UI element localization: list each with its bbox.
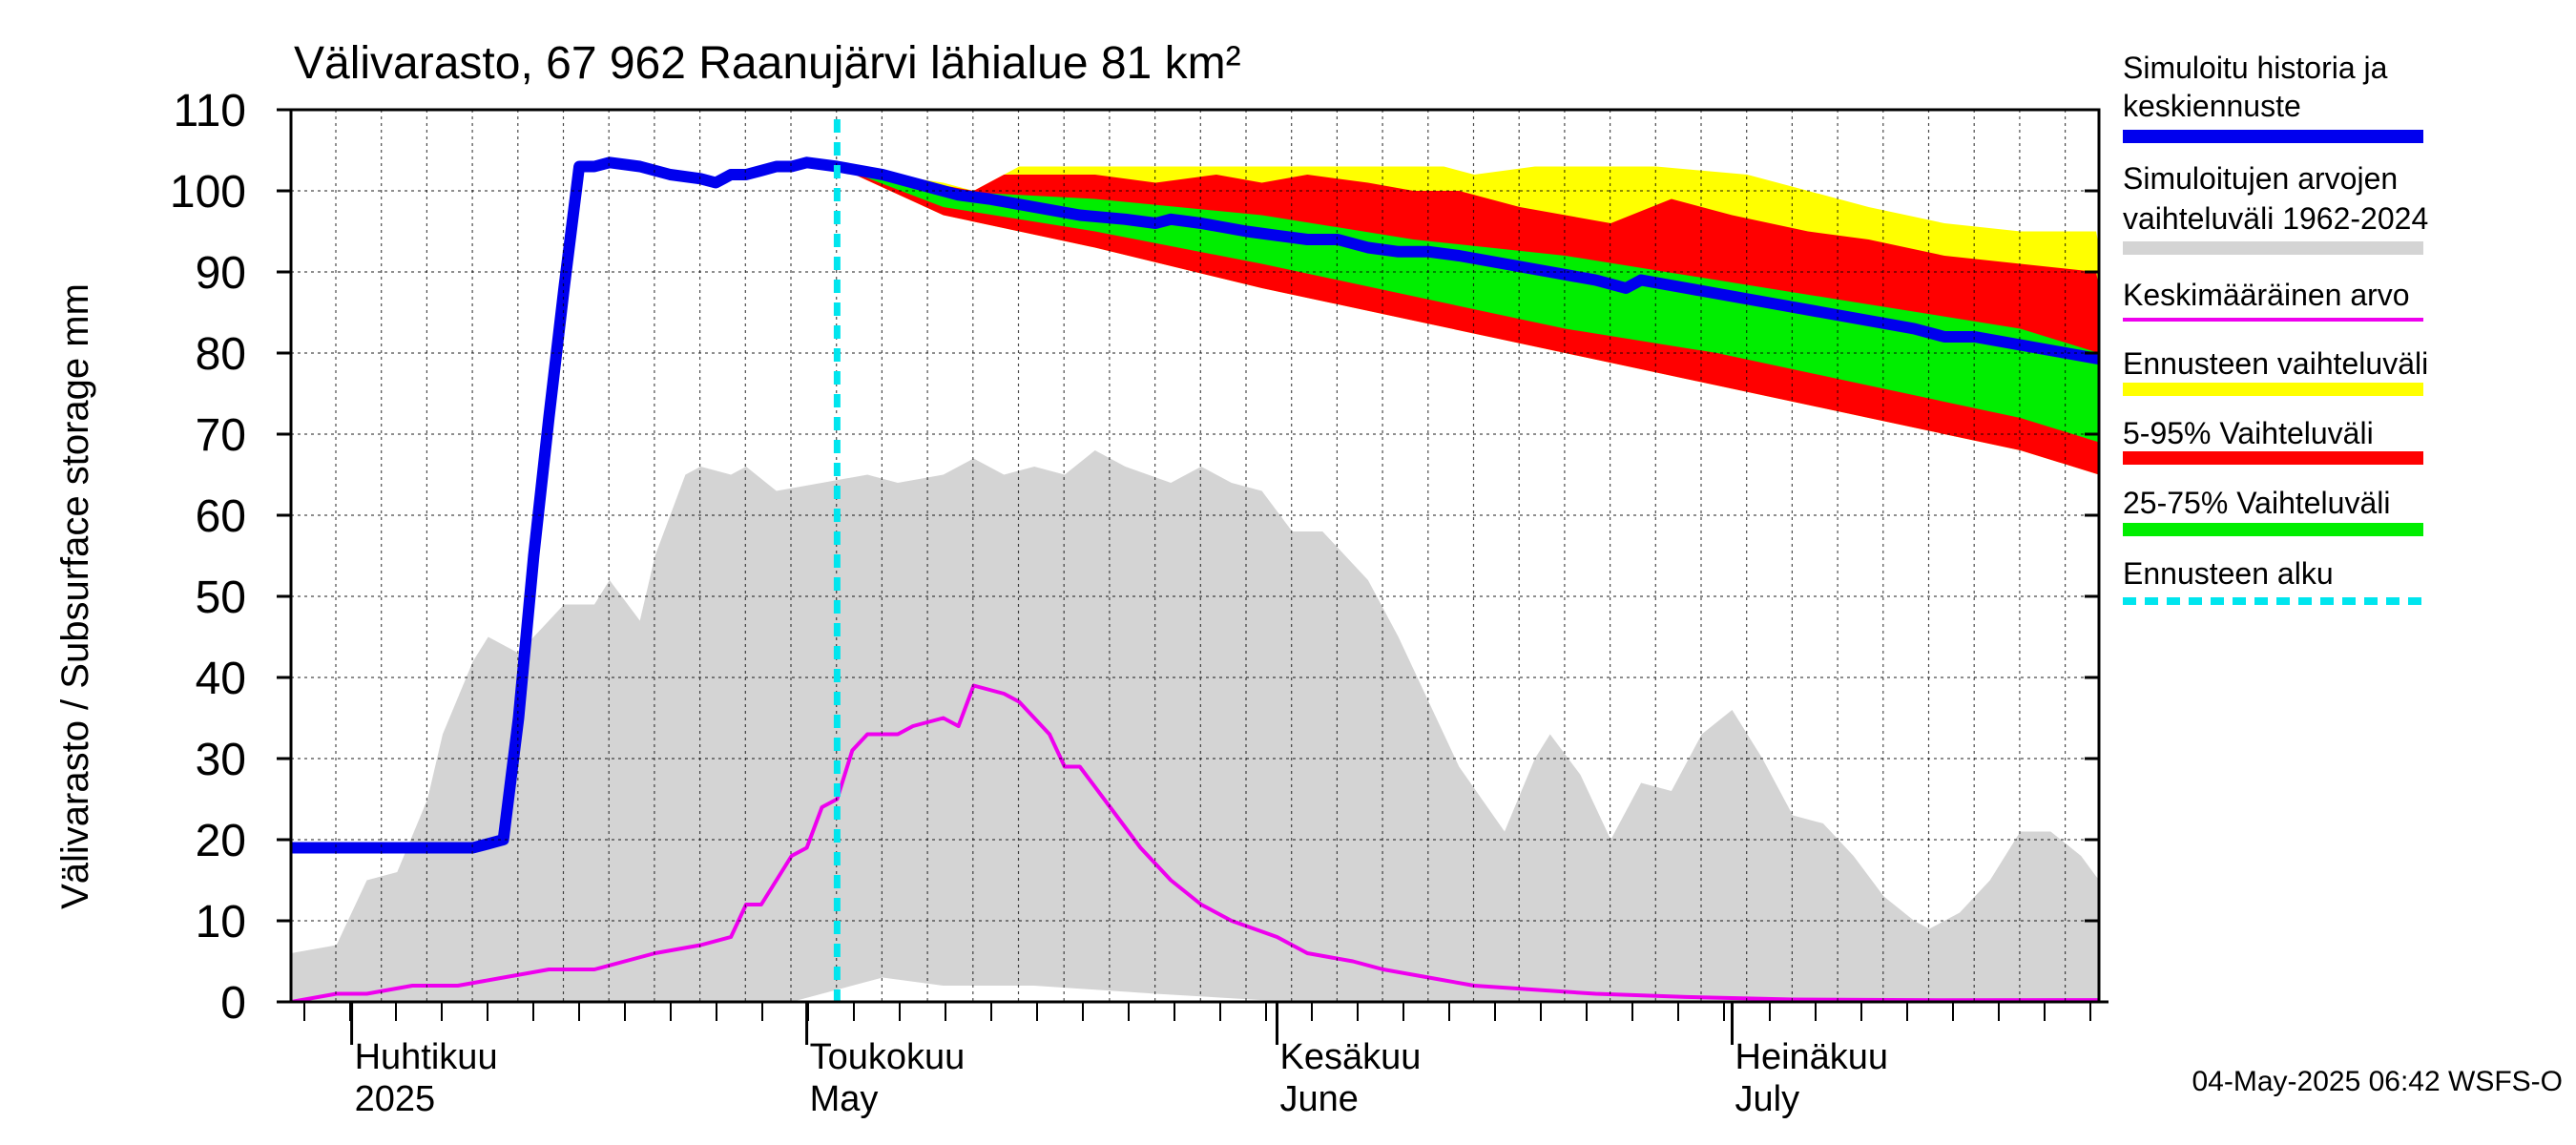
x-month-label-fi: Kesäkuu [1280, 1037, 1422, 1077]
y-tick-label: 110 [173, 86, 246, 136]
gridlines [291, 109, 2099, 1003]
y-tick-label: 90 [196, 248, 246, 299]
y-tick-label: 40 [196, 654, 246, 704]
y-tick-label: 100 [170, 167, 246, 218]
chart-title: Välivarasto, 67 962 Raanujärvi lähialue … [294, 38, 1241, 89]
legend-label: vaihteluväli 1962-2024 [2123, 201, 2428, 236]
series-band-2 [837, 166, 2099, 531]
y-tick-label: 60 [196, 491, 246, 542]
legend-label: Simuloitujen arvojen [2123, 161, 2398, 196]
plot-series-group [291, 156, 2099, 1002]
x-month-label-fi: Heinäkuu [1735, 1037, 1889, 1077]
legend-item-5: 25-75% Vaihteluväli [2123, 486, 2423, 536]
series-line-5 [291, 156, 2099, 854]
y-tick-label: 0 [220, 978, 246, 1029]
legend-item-1: Simuloitujen arvojen vaihteluväli 1962-20… [2123, 161, 2428, 255]
series-line-4 [291, 683, 2099, 1002]
legend: Simuloitu historia jakeskiennusteSimuloi… [2123, 51, 2428, 605]
legend-item-2: Keskimääräinen arvo [2123, 278, 2423, 322]
y-axis-label: Välivarasto / Subsurface storage mm [54, 283, 96, 909]
legend-item-3: Ennusteen vaihteluväli [2123, 346, 2428, 396]
legend-label: Keskimääräinen arvo [2123, 278, 2410, 312]
legend-label: Ennusteen vaihteluväli [2123, 346, 2428, 381]
y-tick-label: 30 [196, 735, 246, 785]
legend-label: Ennusteen alku [2123, 556, 2334, 591]
x-month-label-fi: Huhtikuu [355, 1037, 498, 1077]
legend-item-0: Simuloitu historia ja keskiennuste [2123, 51, 2423, 143]
legend-item-6: Ennusteen alku [2123, 556, 2423, 605]
footer-timestamp: 04-May-2025 06:42 WSFS-O [2192, 1066, 2564, 1097]
legend-item-4: 5-95% Vaihteluväli [2123, 416, 2423, 465]
y-tick-label: 70 [196, 410, 246, 461]
y-tick-label: 50 [196, 572, 246, 623]
legend-label: 25-75% Vaihteluväli [2123, 486, 2390, 520]
x-month-label-en: June [1280, 1079, 1359, 1119]
x-month-label-en: July [1735, 1079, 1800, 1119]
x-month-label-en: May [810, 1079, 879, 1119]
x-month-label-fi: Toukokuu [810, 1037, 966, 1077]
x-month-label-en: 2025 [355, 1079, 436, 1119]
plot-frame [289, 108, 2101, 1004]
y-tick-label: 20 [196, 816, 246, 866]
legend-label: 5-95% Vaihteluväli [2123, 416, 2374, 450]
y-tick-label: 10 [196, 897, 246, 947]
legend-label: Simuloitu historia ja [2123, 51, 2388, 85]
series-band-0 [291, 450, 2099, 1002]
y-tick-label: 80 [196, 329, 246, 380]
legend-label: keskiennuste [2123, 89, 2301, 123]
